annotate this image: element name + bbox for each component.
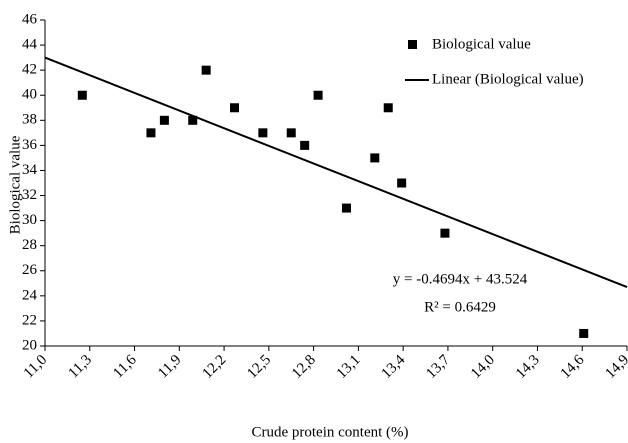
point	[300, 140, 310, 150]
x-tick-label: 12,5	[244, 352, 274, 382]
point	[146, 128, 156, 138]
y-tick-label: 40	[22, 87, 37, 103]
point	[383, 103, 393, 113]
point	[286, 128, 296, 138]
x-tick-label: 11,3	[66, 352, 95, 381]
r-squared: R² = 0.6429	[424, 299, 496, 315]
y-tick-label: 24	[22, 287, 38, 303]
legend-marker	[408, 40, 417, 49]
x-tick-label: 11,9	[155, 352, 184, 381]
point	[230, 103, 240, 113]
x-tick-label: 11,0	[21, 352, 50, 381]
y-axis-title: Biological value	[7, 135, 23, 234]
point	[313, 90, 323, 100]
y-tick-label: 32	[22, 187, 37, 203]
point	[440, 228, 450, 238]
y-tick-label: 36	[22, 137, 38, 153]
trendline	[44, 56, 628, 288]
x-axis-title: Crude protein content (%)	[251, 424, 408, 440]
x-tick-label: 13,4	[379, 352, 409, 382]
y-tick-label: 30	[22, 212, 37, 228]
point	[258, 128, 268, 138]
y-tick-label: 26	[22, 262, 38, 278]
x-tick-label: 12,2	[199, 352, 229, 382]
legend-label: Biological value	[432, 36, 531, 52]
x-tick-label: 13,1	[334, 352, 364, 382]
y-tick-label: 46	[22, 11, 38, 27]
point	[579, 328, 589, 338]
point	[77, 90, 87, 100]
x-tick-label: 14,6	[558, 352, 588, 382]
x-tick-label: 14,0	[468, 352, 498, 382]
trend-equation: y = -0.4694x + 43.524	[393, 271, 528, 287]
point	[341, 203, 351, 213]
y-tick-label: 42	[22, 62, 37, 78]
x-tick-label: 14,9	[602, 352, 628, 382]
point	[201, 65, 211, 75]
y-tick-label: 20	[22, 337, 37, 353]
point	[159, 115, 169, 125]
x-tick-label: 12,8	[289, 352, 319, 382]
legend-label: Linear (Biological value)	[432, 71, 584, 87]
x-tick-label: 13,7	[423, 352, 453, 382]
y-tick-label: 28	[22, 237, 37, 253]
x-tick-label: 14,3	[513, 352, 543, 382]
y-tick-label: 22	[22, 312, 37, 328]
point	[188, 115, 198, 125]
point	[370, 153, 380, 163]
y-tick-label: 34	[22, 162, 38, 178]
y-tick-label: 44	[22, 37, 38, 53]
point	[397, 178, 407, 188]
x-tick-label: 11,6	[110, 352, 140, 382]
y-tick-label: 38	[22, 112, 37, 128]
